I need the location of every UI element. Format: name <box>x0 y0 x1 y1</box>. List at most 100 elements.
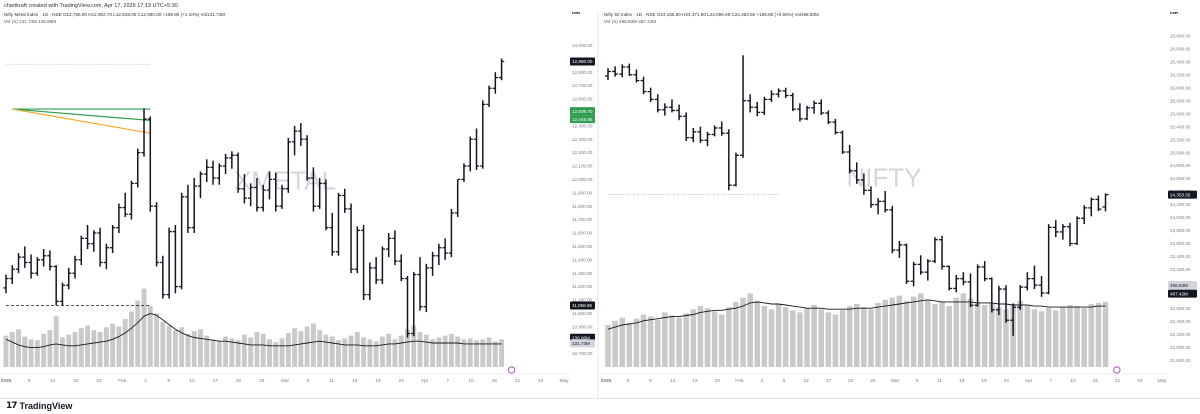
volume-bar <box>825 312 832 367</box>
x-tick-label: 12 <box>189 378 195 384</box>
y-tick-label: 26,800.00 <box>1170 33 1191 38</box>
ohlc-bar <box>889 205 896 254</box>
volume-bar <box>1095 302 1102 367</box>
volume-bar <box>116 326 122 367</box>
volume-bar <box>423 334 429 367</box>
ohlc-bar <box>367 262 373 300</box>
volume-bar <box>41 333 47 367</box>
ohlc-bar <box>981 261 988 282</box>
y-tick-label: 12,000.00 <box>572 177 593 182</box>
price-label-text: 131.73M <box>572 341 590 346</box>
y-tick-label: 22,000.00 <box>1170 345 1191 350</box>
volume-bar <box>60 337 65 367</box>
ohlc-bar <box>348 203 354 274</box>
ohlc-bar <box>179 192 185 290</box>
volume-ma-line <box>5 313 502 349</box>
ohlc-bar <box>360 224 367 300</box>
volume-bar <box>329 336 335 367</box>
volume-bar <box>141 288 147 367</box>
volume-bar <box>626 322 633 367</box>
ohlc-bar <box>910 261 917 287</box>
price-label-text: 12,880.00 <box>572 59 593 64</box>
ohlc-bar <box>946 265 953 291</box>
volume-bar <box>430 339 436 367</box>
ohlc-bar <box>853 162 860 184</box>
ohlc-bar <box>15 253 22 274</box>
ohlc-bar <box>103 243 110 270</box>
y-tick-label: 11,900.00 <box>572 190 593 195</box>
price-label-box <box>1168 190 1197 199</box>
x-tick-label: 25 <box>870 378 876 384</box>
volume-bar <box>223 336 229 367</box>
x-tick-label: 24 <box>399 378 405 384</box>
credit-line: chartkraft created with TradingView.com,… <box>4 3 178 9</box>
volume-bar <box>160 321 166 367</box>
ohlc-bar <box>882 190 889 213</box>
y-tick-label: 11,300.00 <box>572 271 593 276</box>
ohlc-bar <box>804 105 810 121</box>
ohlc-bar <box>896 240 903 258</box>
y-tick-label: 26,000.00 <box>1170 85 1191 90</box>
event-marker-icon <box>1113 366 1121 374</box>
volume-bar <box>989 302 995 367</box>
ohlc-bar <box>185 184 191 233</box>
volume-bar <box>411 325 417 367</box>
y-tick-label: 26,400.00 <box>1170 59 1191 64</box>
ohlc-bar <box>789 92 796 112</box>
y-tick-label: 23,400.00 <box>1170 254 1191 259</box>
volume-bar <box>235 340 241 367</box>
volume-bar <box>405 329 410 367</box>
ohlc-bar <box>605 68 611 80</box>
volume-bar <box>768 309 775 367</box>
ohlc-bar <box>329 212 335 256</box>
ohlc-bar <box>1066 222 1073 247</box>
tradingview-brand[interactable]: 17 TradingView <box>6 400 72 412</box>
ohlc-bar <box>91 230 97 252</box>
volume-bar <box>861 307 867 367</box>
ohlc-bar <box>811 100 818 114</box>
volume-bar <box>981 305 988 367</box>
volume-bar <box>135 300 141 367</box>
y-tick-label: 25,200.00 <box>1170 137 1191 142</box>
ohlc-bar <box>461 163 467 183</box>
volume-bar <box>1031 309 1038 367</box>
ohlc-bar <box>775 88 782 98</box>
volume-bar <box>960 293 967 367</box>
volume-bar <box>16 329 21 367</box>
price-label-text: 12,509.70 <box>572 109 593 114</box>
volume-bar <box>868 309 874 367</box>
ohlc-bar <box>59 282 66 306</box>
charts-canvas[interactable]: Nifty Metal Index · 1D · NSE O12,756.00 … <box>0 12 1200 398</box>
volume-bar <box>811 305 817 367</box>
x-tick-label: 20 <box>236 378 242 384</box>
volume-bar <box>248 337 254 367</box>
ohlc-bar <box>116 203 122 233</box>
ohlc-bar <box>128 180 135 220</box>
ohlc-bar <box>398 254 404 282</box>
ohlc-bar <box>110 224 116 254</box>
green-line <box>12 108 151 122</box>
volume-bar <box>619 317 625 367</box>
ohlc-bar <box>310 167 317 212</box>
volume-bar <box>260 333 266 367</box>
ohlc-bar <box>711 125 718 137</box>
ohlc-bar <box>974 264 981 307</box>
volume-bar <box>66 334 72 367</box>
y-tick-label: 23,600.00 <box>1170 241 1191 246</box>
volume-bar <box>1038 311 1045 367</box>
y-tick-label: 24,600.00 <box>1170 176 1191 181</box>
x-tick-label: 24 <box>1137 378 1143 384</box>
ohlc-bar <box>668 99 675 113</box>
ohlc-bar <box>229 151 235 169</box>
price-label-box <box>570 115 595 124</box>
ohlc-bar <box>903 243 910 284</box>
volume-bar <box>754 300 761 367</box>
ohlc-bar <box>626 63 633 77</box>
volume-bar <box>53 316 59 367</box>
volume-bar <box>285 332 291 367</box>
ohlc-bar <box>740 55 747 158</box>
x-tick-label: 20 <box>848 378 854 384</box>
y-tick-label: 24,000.00 <box>1170 215 1191 220</box>
ohlc-bar <box>1095 195 1102 212</box>
y-tick-label: 11,800.00 <box>572 204 593 209</box>
